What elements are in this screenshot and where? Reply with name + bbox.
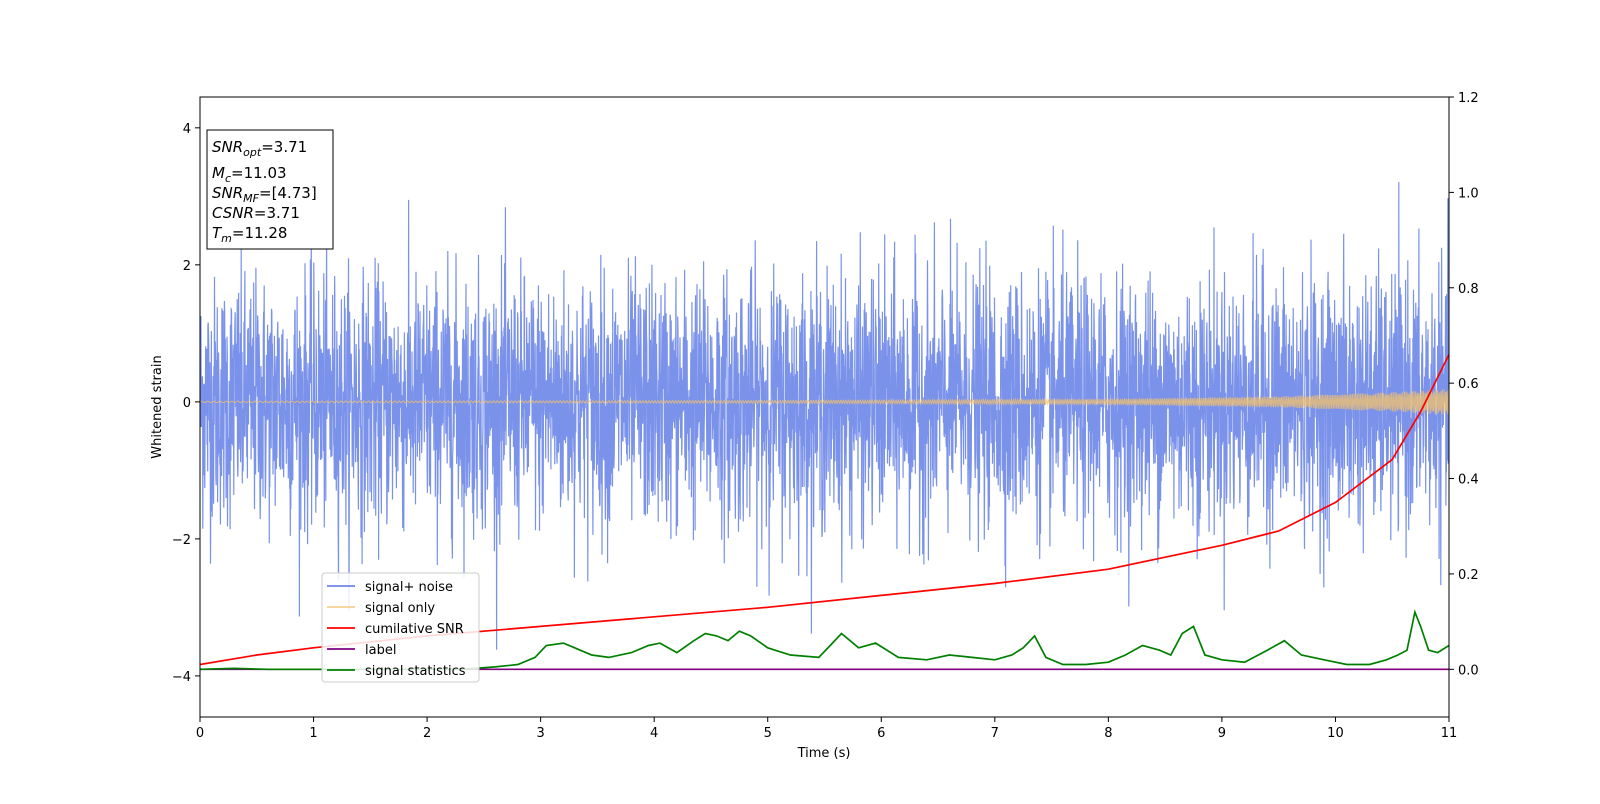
- info-line: SNRopt=3.71: [212, 138, 307, 159]
- x-tick-label: 1: [309, 726, 317, 741]
- x-tick-label: 6: [877, 726, 885, 741]
- y-tick-label: −2: [172, 533, 191, 548]
- info-line: Tm=11.28: [212, 224, 287, 245]
- y-axis-left: 4 2 0 −2 −4: [172, 122, 200, 685]
- legend-label: signal+ noise: [365, 580, 453, 595]
- y2-tick-label: 0.4: [1458, 473, 1479, 488]
- legend: signal+ noise signal only cumilative SNR la…: [321, 572, 480, 683]
- legend-label: cumilative SNR: [365, 622, 464, 637]
- y-tick-label: 4: [183, 122, 191, 137]
- legend-label: label: [365, 643, 396, 658]
- info-box-frame: [206, 129, 334, 250]
- y-tick-label: 0: [183, 396, 191, 411]
- y-tick-label: 2: [183, 259, 191, 274]
- x-tick-label: 9: [1218, 726, 1226, 741]
- y2-tick-label: 0.2: [1458, 568, 1479, 583]
- info-line: SNRMF=[4.73]: [212, 184, 317, 205]
- y-axis-label: Whitened strain: [150, 355, 165, 458]
- legend-label: signal only: [365, 601, 435, 616]
- y2-tick-label: 1.0: [1458, 186, 1479, 201]
- y2-tick-label: 0.0: [1458, 663, 1479, 678]
- x-tick-label: 10: [1327, 726, 1344, 741]
- series-signal-noise: [200, 182, 1449, 650]
- y2-tick-label: 1.2: [1458, 91, 1479, 106]
- x-tick-label: 4: [650, 726, 658, 741]
- x-tick-label: 8: [1104, 726, 1112, 741]
- plot-area-frame: [199, 96, 1450, 718]
- legend-label: signal statistics: [365, 664, 466, 679]
- info-line: CSNR=3.71: [212, 204, 300, 222]
- y2-tick-label: 0.8: [1458, 282, 1479, 297]
- x-tick-label: 5: [764, 726, 772, 741]
- x-tick-label: 11: [1441, 726, 1458, 741]
- info-line: Mc=11.03: [212, 164, 287, 185]
- series-signal-statistics: [200, 609, 1449, 671]
- x-tick-label: 7: [991, 726, 999, 741]
- y2-tick-label: 0.6: [1458, 377, 1479, 392]
- legend-frame: [321, 572, 480, 683]
- x-tick-label: 2: [423, 726, 431, 741]
- x-tick-label: 3: [536, 726, 544, 741]
- x-tick-label: 0: [196, 726, 204, 741]
- x-axis: 0 1 2 3 4 5 6 7 8 9 10 11: [196, 717, 1457, 741]
- info-box: SNRopt=3.71 Mc=11.03SNRMF=[4.73]CSNR=3.71…: [206, 129, 334, 250]
- series-signal-only: [200, 388, 1449, 415]
- x-axis-label: Time (s): [797, 746, 851, 761]
- y-tick-label: −4: [172, 670, 191, 685]
- y-axis-right: 1.2 1.0 0.8 0.6 0.4 0.2 0.0: [1449, 91, 1479, 678]
